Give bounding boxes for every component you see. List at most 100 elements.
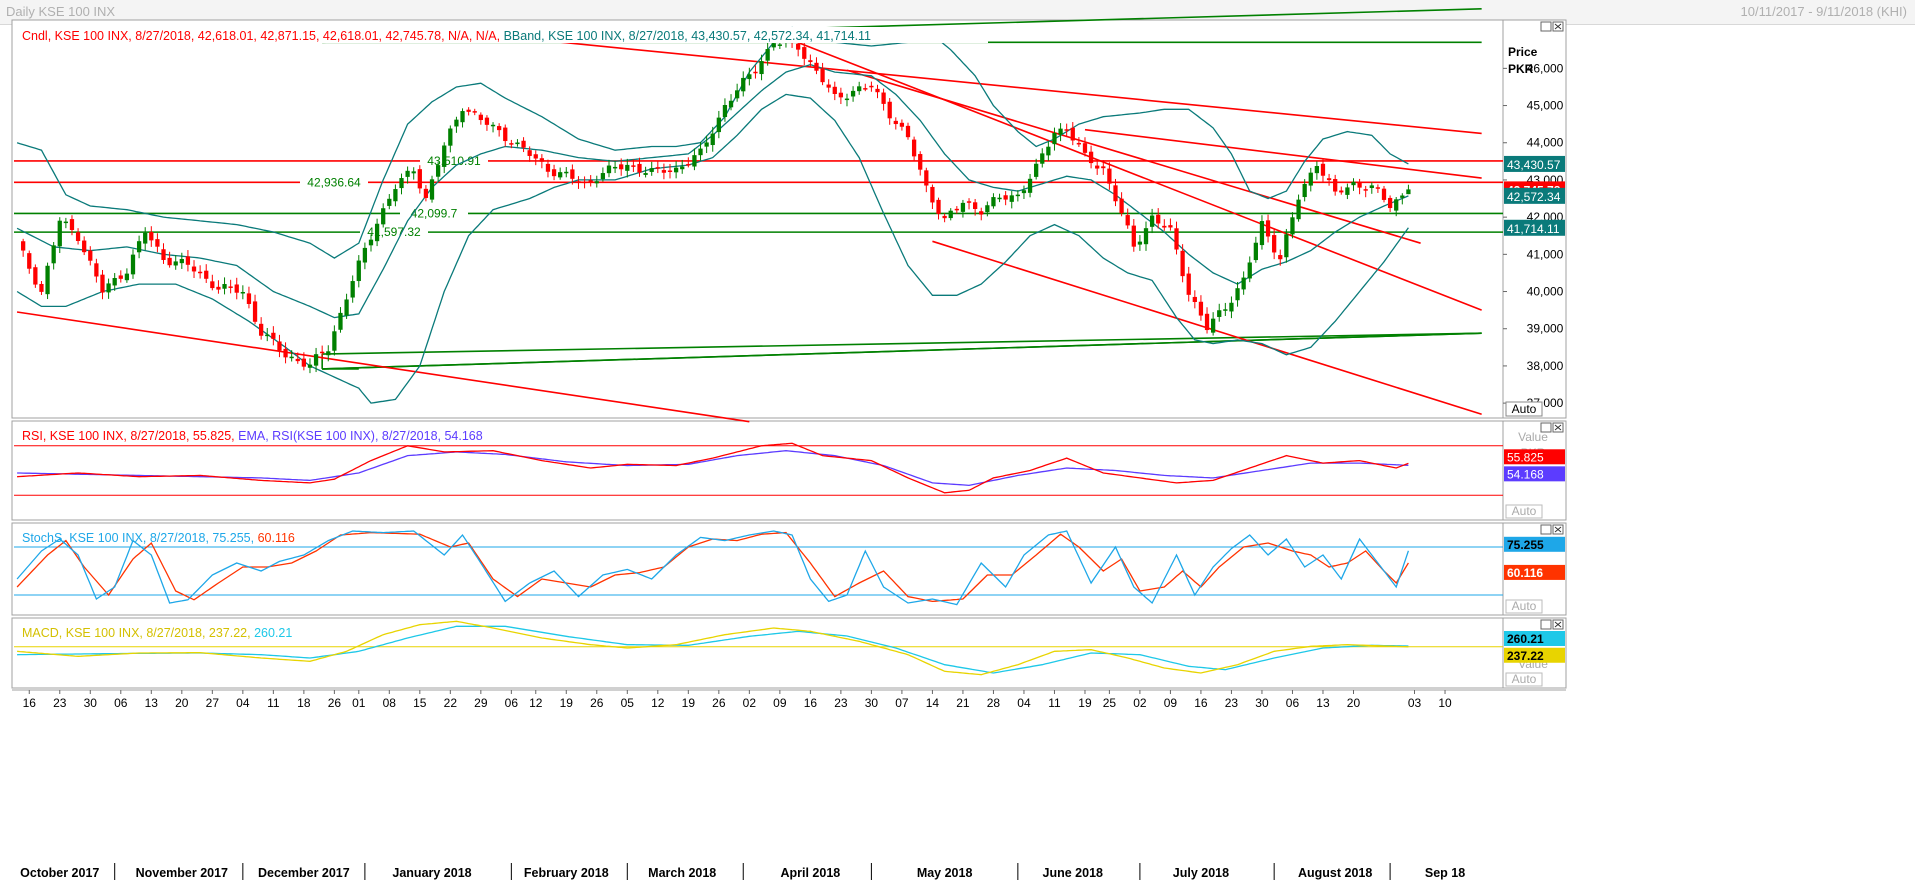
x-month-label: December 2017 <box>258 866 350 880</box>
candle-body <box>1107 168 1112 184</box>
macd-restore-button[interactable] <box>1540 619 1552 630</box>
candle-body <box>1278 255 1283 260</box>
candle-body <box>167 257 172 266</box>
price-legend: Cndl, KSE 100 INX, 8/27/2018, 42,618.01,… <box>22 29 871 43</box>
rsi-legend: RSI, KSE 100 INX, 8/27/2018, 55.825, EMA… <box>22 429 483 443</box>
candle-body <box>374 223 380 242</box>
x-day-label: 22 <box>444 696 458 710</box>
price-badge-label: 41,714.11 <box>1507 222 1560 236</box>
price-level-label-bg <box>420 152 488 168</box>
x-day-label: 08 <box>383 696 397 710</box>
macd-legend: MACD, KSE 100 INX, 8/27/2018, 237.22, 26… <box>22 626 292 640</box>
macd-legend-text: MACD, KSE 100 INX, 8/27/2018, 237.22, <box>22 626 254 640</box>
x-month-label: March 2018 <box>648 866 716 880</box>
rsi-badge <box>1504 449 1565 465</box>
candle-body <box>484 117 490 125</box>
x-day-label: 06 <box>114 696 128 710</box>
candle-body <box>1046 146 1051 156</box>
candle-body <box>161 249 166 260</box>
macd-badge <box>1504 630 1565 646</box>
candle-body <box>381 208 386 225</box>
rsi-ema-legend-text: EMA, RSI(KSE 100 INX), 8/27/2018, 54.168 <box>238 429 483 443</box>
x-day-label: 16 <box>1194 696 1208 710</box>
candle-body <box>39 283 44 292</box>
candle-body <box>1259 221 1265 246</box>
candle-body <box>94 263 99 277</box>
candle-body <box>75 232 81 241</box>
stoch-d-legend-text: 60.116 <box>258 531 295 545</box>
price-level-label: 41,597.32 <box>367 225 421 239</box>
price-level-label: 42,936.64 <box>307 175 361 189</box>
price-tick-label: 46,000 <box>1527 61 1564 75</box>
candle-body <box>1296 199 1301 220</box>
candle-body <box>1210 318 1216 333</box>
x-day-label: 03 <box>1408 696 1422 710</box>
candle-body <box>527 150 532 156</box>
candle-body <box>1113 185 1118 202</box>
candle-body <box>313 354 319 366</box>
candle-body <box>1314 166 1320 174</box>
price-close-icon <box>1554 23 1562 30</box>
candle-body <box>979 211 984 215</box>
candle-body <box>747 74 752 80</box>
candle-body <box>802 47 807 59</box>
stoch-restore-button[interactable] <box>1540 524 1552 535</box>
stoch-k-legend-text: StochS, KSE 100 INX, 8/27/2018, 75.255, <box>22 531 258 545</box>
candle-body <box>680 166 685 170</box>
candle-body <box>741 77 746 92</box>
x-day-label: 02 <box>743 696 757 710</box>
candle-body <box>222 284 227 289</box>
candle-body <box>1308 172 1313 186</box>
candle-body <box>606 165 612 174</box>
stoch-badge <box>1504 536 1565 552</box>
candle-body <box>1345 187 1350 195</box>
macd-auto-button[interactable] <box>1505 672 1543 687</box>
price-restore-button[interactable] <box>1540 21 1552 32</box>
macd-line <box>17 620 1409 676</box>
x-day-label: 11 <box>267 696 280 710</box>
candle-body <box>149 231 154 241</box>
candle-body <box>240 291 245 294</box>
stoch-auto-button[interactable] <box>1505 599 1543 614</box>
x-day-label: 05 <box>621 696 635 710</box>
candle-body <box>411 171 416 174</box>
candle-body <box>875 88 880 93</box>
candle-body <box>735 90 740 99</box>
x-day-label: 13 <box>145 696 159 710</box>
x-day-label: 16 <box>23 696 37 710</box>
price-axis-title: Price <box>1508 45 1538 59</box>
x-day-label: 30 <box>84 696 98 710</box>
candle-body <box>490 124 496 127</box>
candle-body <box>1015 194 1020 197</box>
candle-body <box>1180 250 1185 277</box>
candle-body <box>832 86 837 94</box>
rsi-auto-button[interactable] <box>1505 504 1543 519</box>
candle-body <box>551 169 557 177</box>
resistance-trendline <box>1084 128 1482 179</box>
candle-body <box>1265 220 1271 237</box>
candle-body <box>283 348 288 358</box>
rsi-restore-button[interactable] <box>1540 422 1552 433</box>
candle-body <box>252 301 258 322</box>
candle-body <box>1235 288 1240 301</box>
resistance-trendline <box>846 69 1421 244</box>
candle-body <box>612 166 618 169</box>
candle-body <box>1162 225 1167 228</box>
x-day-label: 20 <box>1347 696 1361 710</box>
candle-body <box>637 163 642 173</box>
candle-body <box>429 179 435 200</box>
candle-body <box>338 312 343 330</box>
candle-body <box>1052 132 1057 145</box>
x-day-label: 11 <box>1048 696 1061 710</box>
price-auto-button[interactable] <box>1505 401 1543 417</box>
candle-body <box>1363 189 1368 191</box>
x-day-label: 02 <box>1133 696 1147 710</box>
candle-body <box>1058 128 1063 135</box>
stoch-badge-label: 60.116 <box>1507 566 1543 580</box>
candle-body <box>27 253 32 269</box>
candle-body <box>838 92 844 98</box>
x-day-label: 20 <box>175 696 189 710</box>
candle-body <box>1223 309 1228 311</box>
candle-body <box>966 201 972 203</box>
